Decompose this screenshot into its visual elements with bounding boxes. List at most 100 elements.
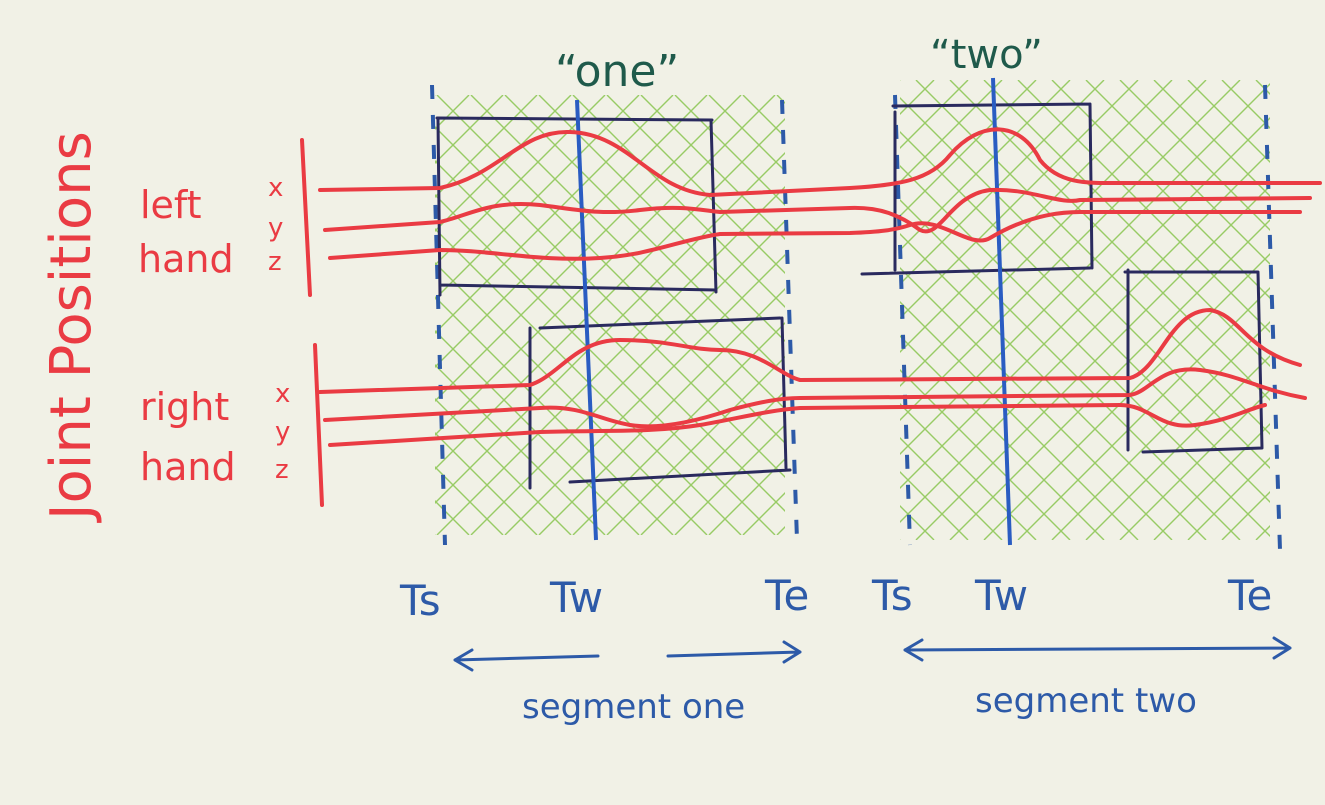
- hatch-stroke: [1153, 423, 1270, 540]
- hatch-stroke: [1083, 95, 1325, 535]
- right-hand-bracket: [313, 343, 324, 507]
- left-hand-coord-y: y: [268, 213, 283, 243]
- right-hand-coord-x: x: [275, 379, 290, 409]
- hatch-stroke: [1151, 95, 1325, 535]
- hatch-stroke: [900, 471, 969, 540]
- hatch-stroke: [435, 95, 640, 300]
- te-line-segment-one: [780, 99, 799, 541]
- boundary-lines: [430, 84, 1282, 551]
- hatch-stroke: [1085, 355, 1270, 540]
- hatch-stroke: [435, 95, 572, 232]
- hatch-stroke: [435, 152, 785, 504]
- hatch-stroke: [900, 80, 935, 115]
- hatch-stroke: [674, 424, 785, 535]
- hatch-stroke: [435, 95, 606, 266]
- axis-brackets: [300, 138, 324, 507]
- hatch-stroke: [1185, 95, 1325, 535]
- left-hand-label-line1: left: [140, 183, 202, 227]
- hatch-stroke: [708, 458, 785, 535]
- segment-arrows: [453, 636, 1292, 672]
- marker-te-one: Te: [764, 571, 809, 620]
- hatch-stroke: [572, 322, 785, 535]
- left-hand-z-trace: [328, 210, 1302, 261]
- marker-te-two: Te: [1227, 571, 1272, 620]
- hatch-stroke: [435, 95, 538, 198]
- hatch-stroke: [435, 432, 538, 535]
- hatch-stroke: [435, 398, 572, 535]
- hatch-stroke: [640, 390, 785, 535]
- hatch-stroke: [1290, 80, 1325, 540]
- tw-lines: [575, 77, 1012, 546]
- right-hand-x-trace: [318, 307, 1302, 394]
- box-left-hand-one: [435, 116, 718, 297]
- word-label-one: “one”: [555, 46, 679, 97]
- left-hand-coord-z: z: [268, 247, 282, 277]
- box-right-hand-two: [1123, 268, 1264, 454]
- hatch-stroke: [913, 95, 1325, 535]
- hatch-stroke: [435, 95, 742, 402]
- segment-one-label: segment one: [522, 687, 745, 727]
- hatch-region-segment-two: [900, 80, 1325, 540]
- right-hand-coord-z: z: [275, 455, 289, 485]
- signal-traces: [318, 127, 1322, 447]
- marker-ts-one: Ts: [399, 576, 441, 625]
- hatch-stroke: [1119, 389, 1270, 540]
- right-hand-z-trace: [328, 402, 1267, 447]
- segment-one-arrow-left: [453, 648, 600, 672]
- segment-two-label: segment two: [975, 681, 1197, 721]
- hatch-stroke: [1290, 80, 1325, 540]
- right-hand-label-line1: right: [140, 385, 229, 429]
- hatch-stroke: [900, 80, 969, 149]
- hatch-stroke: [435, 95, 776, 436]
- hatch-stroke: [1051, 80, 1270, 299]
- hatch-stroke: [1187, 80, 1270, 163]
- hatch-stroke: [435, 364, 606, 535]
- hatch-stroke: [1017, 287, 1270, 540]
- hatch-stroke: [435, 95, 708, 368]
- hatch-stroke: [435, 118, 785, 470]
- hatch-stroke: [435, 330, 640, 535]
- hatch-stroke: [504, 254, 785, 535]
- hatch-stroke: [1221, 80, 1270, 129]
- hatch-stroke: [900, 505, 935, 540]
- hatch-stroke: [538, 288, 785, 535]
- hatch-stroke: [949, 219, 1270, 540]
- segment-two-arrow: [903, 636, 1292, 662]
- te-line-segment-two: [1263, 84, 1282, 551]
- hatch-stroke: [435, 95, 674, 334]
- hatch-stroke: [1015, 95, 1325, 535]
- left-hand-bracket: [300, 138, 312, 297]
- left-hand-label-line2: hand: [138, 237, 234, 281]
- hatch-stroke: [436, 186, 785, 535]
- right-hand-label-line2: hand: [140, 445, 236, 489]
- hatch-stroke: [1151, 95, 1325, 535]
- hatch-stroke: [1085, 80, 1270, 265]
- marker-ts-two: Ts: [871, 571, 913, 620]
- tw-line-segment-two: [991, 77, 1012, 546]
- box-left-hand-two: [860, 102, 1094, 276]
- hatch-stroke: [1221, 491, 1270, 540]
- left-hand-x-trace: [318, 127, 1322, 198]
- hatch-stroke: [1015, 95, 1325, 535]
- hatch-stroke: [1187, 457, 1270, 540]
- right-hand-coord-y: y: [275, 417, 290, 447]
- hatch-stroke: [674, 95, 785, 206]
- hatch-stroke: [470, 220, 785, 535]
- right-hand-y-trace: [323, 367, 1307, 429]
- word-label-two: “two”: [930, 32, 1043, 78]
- hatch-stroke: [606, 356, 785, 535]
- hatch-stroke: [1083, 95, 1325, 535]
- hatch-stroke: [1153, 80, 1270, 197]
- y-axis-label: Joint Positions: [39, 131, 104, 523]
- marker-tw-two: Tw: [974, 571, 1028, 620]
- hatch-stroke: [915, 185, 1270, 540]
- hatch-stroke: [606, 95, 785, 274]
- hatch-stroke: [1051, 321, 1270, 540]
- hatch-stroke: [900, 80, 901, 81]
- segment-one-arrow-right: [666, 640, 802, 664]
- hatch-stroke: [900, 539, 901, 540]
- left-hand-y-trace: [323, 187, 1312, 234]
- tw-line-segment-one: [575, 99, 598, 541]
